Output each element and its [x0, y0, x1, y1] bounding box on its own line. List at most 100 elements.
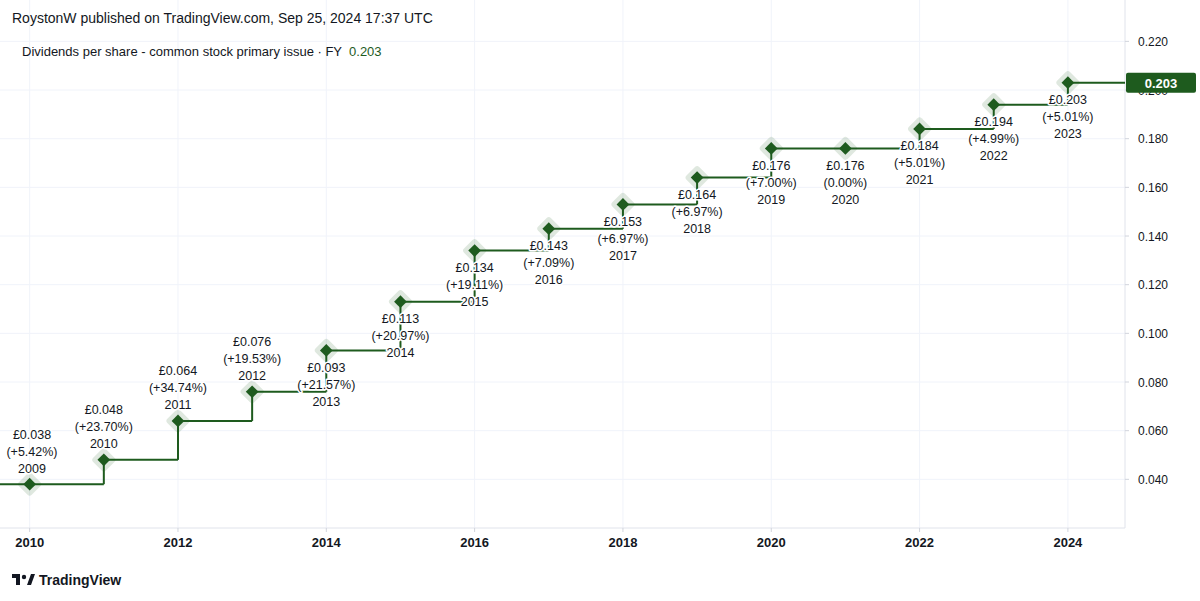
- y-tick: [1125, 382, 1129, 383]
- period-label: 2015: [461, 295, 489, 309]
- legend-name: Dividends per share - common stock prima…: [22, 44, 342, 59]
- period-label: 2011: [165, 398, 192, 412]
- header-text: RoystonW published on TradingView.com, S…: [12, 10, 433, 26]
- legend-value: 0.203: [349, 44, 382, 59]
- change-label: (+20.97%): [371, 329, 429, 343]
- value-label: £0.113: [382, 312, 419, 326]
- y-tick: [1125, 236, 1129, 237]
- change-label: (+6.97%): [597, 232, 648, 246]
- marker-halo: [536, 216, 561, 241]
- brand-text: TradingView: [39, 572, 121, 588]
- period-label: 2009: [18, 462, 46, 476]
- marker-halo: [610, 192, 635, 217]
- x-tick: [622, 528, 623, 532]
- y-tick-label: 0.080: [1138, 376, 1168, 390]
- marker: [172, 415, 185, 428]
- x-tick: [177, 528, 178, 532]
- x-tick: [1067, 528, 1068, 532]
- value-label: £0.038: [13, 428, 51, 442]
- x-tick-label: 2024: [1053, 535, 1083, 550]
- y-tick-label: 0.180: [1138, 132, 1168, 146]
- period-label: 2014: [387, 346, 415, 360]
- x-tick-label: 2020: [757, 535, 786, 550]
- marker: [23, 478, 36, 491]
- background: [0, 0, 1200, 601]
- grid-line-x: [771, 0, 772, 528]
- x-tick-label: 2022: [905, 535, 934, 550]
- y-tick-label: 0.220: [1138, 35, 1168, 49]
- grid-line-y: [0, 90, 1125, 91]
- x-axis-line: [0, 528, 1125, 529]
- marker-halo: [981, 92, 1006, 117]
- value-label: £0.176: [826, 159, 864, 173]
- change-label: (+5.01%): [894, 156, 945, 170]
- marker-halo: [388, 289, 413, 314]
- marker-halo: [907, 116, 932, 141]
- period-label: 2020: [832, 193, 860, 207]
- marker: [1062, 76, 1075, 89]
- change-label: (+6.97%): [672, 205, 723, 219]
- value-label: £0.184: [900, 139, 938, 153]
- price-label: 0.203: [1145, 76, 1178, 91]
- y-tick-label: 0.120: [1138, 278, 1168, 292]
- grid-line-y: [0, 479, 1125, 480]
- period-label: 2010: [90, 437, 118, 451]
- y-tick: [1125, 187, 1129, 188]
- period-label: 2021: [906, 173, 934, 187]
- price-label-box: [1126, 73, 1196, 93]
- x-tick-label: 2014: [312, 535, 342, 550]
- value-label: £0.164: [678, 188, 716, 202]
- marker-halo: [833, 136, 858, 161]
- legend-entry: Dividends per share - common stock prima…: [22, 44, 382, 59]
- grid-line-x: [622, 0, 623, 528]
- grid-line-y: [0, 41, 1125, 42]
- grid: [0, 0, 1125, 528]
- value-label: £0.134: [456, 261, 494, 275]
- change-label: (+7.09%): [523, 256, 574, 270]
- grid-line-x: [326, 0, 327, 528]
- y-axis-line: [1125, 0, 1126, 528]
- marker-halo: [314, 338, 339, 363]
- period-label: 2019: [757, 193, 785, 207]
- grid-line-y: [0, 333, 1125, 334]
- brand-logo: [12, 574, 35, 585]
- marker: [691, 171, 704, 184]
- value-label: £0.048: [85, 403, 123, 417]
- grid-line-y: [0, 236, 1125, 237]
- period-label: 2023: [1054, 127, 1082, 141]
- x-tick: [919, 528, 920, 532]
- change-label: (+21.57%): [297, 378, 355, 392]
- value-label: £0.194: [975, 115, 1013, 129]
- marker: [617, 198, 630, 211]
- y-tick-label: 0.040: [1138, 473, 1168, 487]
- marker: [246, 385, 259, 398]
- x-tick: [29, 528, 30, 532]
- marker: [320, 344, 333, 357]
- change-label: (+7.00%): [746, 176, 797, 190]
- value-label: £0.093: [307, 361, 345, 375]
- value-label: £0.064: [159, 364, 197, 378]
- y-tick-label: 0.140: [1138, 230, 1168, 244]
- chart: 2010 2012 2014 2016 2018 2020 2022 2024 0.040 0.0…: [0, 0, 1200, 601]
- y-tick: [1125, 41, 1129, 42]
- logo-part: [16, 574, 20, 585]
- marker: [765, 142, 778, 155]
- change-label: (+5.01%): [1042, 110, 1093, 124]
- value-label: £0.076: [233, 335, 271, 349]
- y-tick: [1125, 430, 1129, 431]
- x-tick-label: 2018: [608, 535, 637, 550]
- marker: [913, 123, 926, 136]
- grid-line-x: [177, 0, 178, 528]
- change-label: (+34.74%): [149, 381, 207, 395]
- period-label: 2012: [238, 369, 266, 383]
- value-label: £0.153: [604, 215, 642, 229]
- marker: [839, 142, 852, 155]
- grid-line-y: [0, 430, 1125, 431]
- change-label: (+4.99%): [968, 132, 1019, 146]
- grid-line-y: [0, 187, 1125, 188]
- y-tick: [1125, 284, 1129, 285]
- period-label: 2016: [535, 273, 563, 287]
- y-tick-label: 0.100: [1138, 327, 1168, 341]
- marker-halo: [759, 136, 784, 161]
- period-label: 2017: [609, 249, 637, 263]
